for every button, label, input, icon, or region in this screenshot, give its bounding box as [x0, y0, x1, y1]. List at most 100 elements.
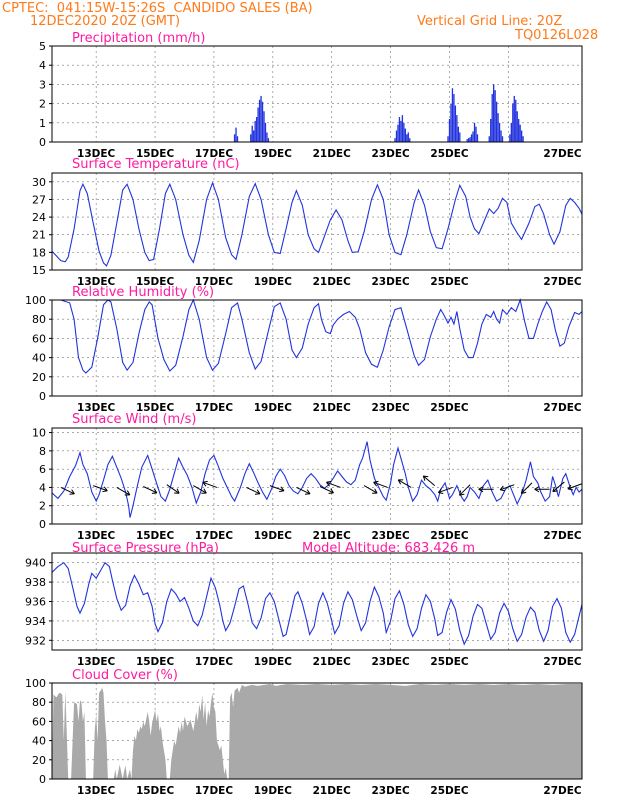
y-tick-label: 100	[25, 677, 46, 690]
y-tick-label: 18	[32, 246, 46, 259]
x-tick-label: 19DEC	[254, 148, 293, 160]
precip-bar	[497, 113, 499, 142]
panel-frame	[51, 45, 583, 143]
panel-frame	[51, 682, 583, 780]
x-tick-label: 17DEC	[195, 530, 234, 542]
wind-arrow	[93, 485, 108, 493]
precip-bar	[515, 99, 517, 142]
wind-arrow	[478, 486, 494, 493]
precip-bar	[454, 105, 457, 142]
x-tick-label: 17DEC	[195, 785, 234, 797]
series-line	[51, 181, 583, 267]
precip-bar	[409, 138, 411, 142]
wind-arrow	[60, 486, 75, 495]
precip-bar	[522, 136, 524, 142]
x-tick-label: 15DEC	[136, 402, 175, 414]
precip-bar	[400, 120, 402, 142]
precip-bar	[401, 115, 404, 142]
panel-6: 0 20 40 60 80 100 13DEC 15DEC 17DEC 19DEC 21DEC 23D…	[25, 668, 583, 797]
y-tick-label: 27	[32, 193, 46, 206]
y-tick-label: 20	[32, 371, 46, 384]
y-tick-label: 8	[39, 445, 46, 458]
y-tick-label: 40	[32, 352, 46, 365]
panel-title: Surface Wind (m/s)	[72, 412, 196, 427]
x-tick-label: 17DEC	[195, 656, 234, 668]
y-tick-label: 80	[32, 313, 46, 326]
x-tick-label: 13DEC	[77, 530, 116, 542]
x-tick-label: 19DEC	[254, 276, 293, 288]
panel-title: Surface Temperature (nC)	[72, 157, 240, 172]
precip-bar	[475, 126, 477, 142]
wind-arrow	[116, 486, 131, 496]
y-tick-label: 60	[32, 715, 46, 728]
x-tick-label: 15DEC	[136, 530, 175, 542]
y-tick-label: 0	[39, 136, 46, 149]
wind-arrow	[319, 486, 334, 494]
x-tick-label: 19DEC	[254, 530, 293, 542]
precip-bar	[472, 131, 474, 142]
x-tick-label: 27DEC	[543, 148, 582, 160]
series-line	[52, 298, 583, 374]
precip-bar	[467, 138, 470, 142]
x-tick-label: 19DEC	[254, 656, 293, 668]
x-tick-label: 25DEC	[430, 656, 469, 668]
precip-bar	[457, 126, 459, 142]
x-tick-label: 15DEC	[136, 785, 175, 797]
x-tick-label: 23DEC	[372, 148, 411, 160]
y-tick-label: 0	[39, 518, 46, 531]
precip-bar	[448, 118, 451, 142]
wind-arrow	[326, 480, 341, 488]
wind-arrow	[296, 486, 311, 495]
chart-header: CPTEC: 041:15W-15:26S CANDIDO SALES (BA)…	[0, 0, 618, 48]
precip-bar	[498, 122, 501, 142]
precip-bar	[406, 134, 408, 142]
series-line	[51, 441, 583, 518]
model-name-label: TQ0126L028	[515, 28, 599, 43]
precip-bar	[513, 95, 515, 142]
wind-arrow	[520, 482, 533, 494]
x-tick-label: 13DEC	[77, 148, 116, 160]
y-tick-label: 100	[25, 294, 46, 307]
y-tick-label: 21	[32, 229, 46, 242]
y-tick-label: 938	[25, 576, 46, 589]
x-tick-label: 15DEC	[136, 276, 175, 288]
y-tick-label: 936	[25, 596, 46, 609]
vertical-grid-label: Vertical Grid Line: 20Z	[417, 14, 563, 29]
precip-bar	[398, 117, 401, 142]
x-tick-label: 13DEC	[77, 656, 116, 668]
y-tick-label: 6	[39, 463, 46, 476]
wind-arrow	[166, 484, 180, 494]
x-tick-label: 19DEC	[254, 402, 293, 414]
x-tick-label: 19DEC	[254, 785, 293, 797]
x-tick-label: 21DEC	[313, 656, 352, 668]
x-tick-label: 13DEC	[77, 402, 116, 414]
y-tick-label: 24	[32, 211, 46, 224]
y-tick-label: 934	[25, 615, 46, 628]
precip-bar	[397, 124, 399, 142]
x-tick-label: 27DEC	[543, 402, 582, 414]
wind-arrow	[437, 486, 453, 495]
precip-bar	[251, 125, 253, 142]
wind-arrow	[363, 485, 378, 494]
precip-bar	[451, 88, 454, 142]
wind-arrow	[193, 485, 207, 494]
x-tick-label: 25DEC	[430, 148, 469, 160]
x-tick-label: 15DEC	[136, 148, 175, 160]
x-tick-label: 27DEC	[543, 785, 582, 797]
y-tick-label: 0	[39, 390, 46, 403]
precip-bar	[509, 134, 511, 142]
y-tick-label: 60	[32, 332, 46, 345]
precip-bar	[403, 122, 405, 142]
y-tick-label: 0	[39, 773, 46, 786]
precip-bar	[456, 115, 458, 142]
y-tick-label: 80	[32, 696, 46, 709]
panel-4: 0 2 4 6 8 10 13DEC 15DEC 17DEC 19DEC 21DEC 23DEC 25D…	[32, 412, 583, 542]
precip-bar	[488, 136, 490, 142]
y-tick-label: 4	[39, 59, 46, 72]
precip-bar	[447, 136, 449, 142]
precip-bar	[264, 122, 267, 142]
precip-bar	[459, 132, 461, 142]
y-tick-label: 10	[32, 427, 46, 440]
panel-title: Cloud Cover (%)	[72, 668, 178, 683]
y-tick-label: 3	[39, 78, 46, 91]
